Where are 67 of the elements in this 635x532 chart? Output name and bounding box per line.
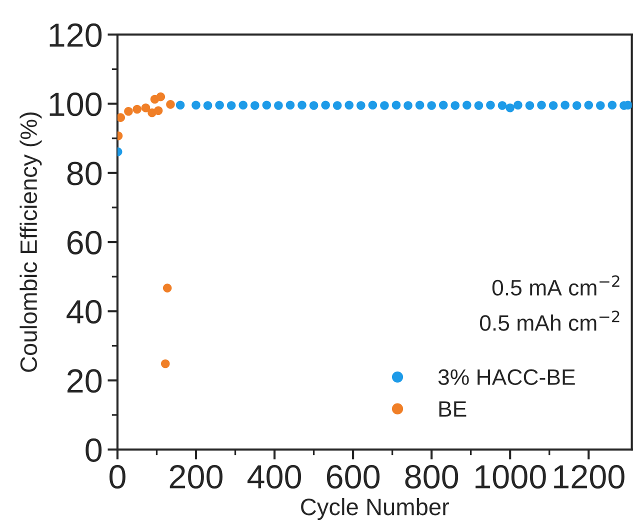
- point: [162, 284, 172, 292]
- point: [166, 100, 175, 109]
- point: [525, 101, 534, 110]
- point: [274, 101, 283, 110]
- point: [226, 101, 236, 110]
- point: [462, 100, 472, 110]
- x-tick-label: 200: [170, 465, 223, 489]
- point: [309, 101, 318, 110]
- point: [548, 101, 558, 110]
- point: [154, 106, 163, 116]
- point: [117, 113, 126, 122]
- point: [298, 100, 306, 110]
- point: [160, 359, 170, 368]
- legend-label: BE: [439, 401, 466, 417]
- point: [215, 100, 224, 110]
- point: [250, 101, 260, 110]
- point: [584, 100, 594, 110]
- point: [262, 100, 272, 110]
- y-tick-label: 80: [67, 162, 102, 186]
- y-axis-title: Coulombic Efficiency (%): [20, 112, 42, 372]
- legend-label: 3% HACC-BE: [438, 369, 575, 386]
- point: [176, 100, 185, 110]
- point: [192, 100, 200, 110]
- x-tick-label: 0: [110, 465, 126, 489]
- x-axis-title: Cycle Number: [301, 498, 450, 520]
- point: [356, 101, 366, 110]
- point: [368, 100, 378, 110]
- x-tick-label: 1000: [476, 465, 546, 489]
- point: [438, 100, 448, 110]
- point: [404, 101, 412, 110]
- y-tick-label: 60: [68, 230, 102, 254]
- point: [474, 101, 484, 110]
- point: [572, 101, 582, 110]
- point: [321, 100, 330, 110]
- point: [415, 100, 424, 110]
- point: [141, 104, 150, 112]
- point: [203, 101, 212, 110]
- point: [537, 100, 546, 110]
- x-tick-label: 1200: [554, 465, 624, 489]
- point: [132, 104, 142, 114]
- y-tick-label: 0: [86, 438, 102, 462]
- y-tick-label: 20: [67, 369, 102, 393]
- y-tick-label: 40: [66, 300, 102, 324]
- annotation: 0.5 mAh cm$^{−2}$: [480, 310, 620, 331]
- point: [238, 100, 248, 110]
- annotation: 0.5 mA cm$^{−2}$: [492, 275, 620, 296]
- point: [608, 100, 617, 110]
- point: [506, 104, 514, 112]
- y-tick-label: 100: [50, 92, 102, 116]
- point: [498, 101, 507, 110]
- point: [286, 100, 295, 110]
- x-tick-label: 600: [326, 465, 380, 489]
- point: [450, 101, 460, 110]
- x-tick-label: 800: [405, 465, 458, 489]
- point: [392, 100, 401, 110]
- point: [380, 101, 389, 110]
- point: [344, 100, 354, 110]
- point: [332, 101, 342, 110]
- point: [596, 101, 605, 110]
- point: [514, 100, 522, 110]
- y-tick-label: 120: [50, 23, 102, 47]
- point: [486, 100, 495, 110]
- point: [156, 92, 166, 102]
- x-tick-label: 400: [247, 465, 302, 489]
- point: [427, 101, 436, 110]
- point: [124, 106, 133, 116]
- point: [560, 100, 570, 110]
